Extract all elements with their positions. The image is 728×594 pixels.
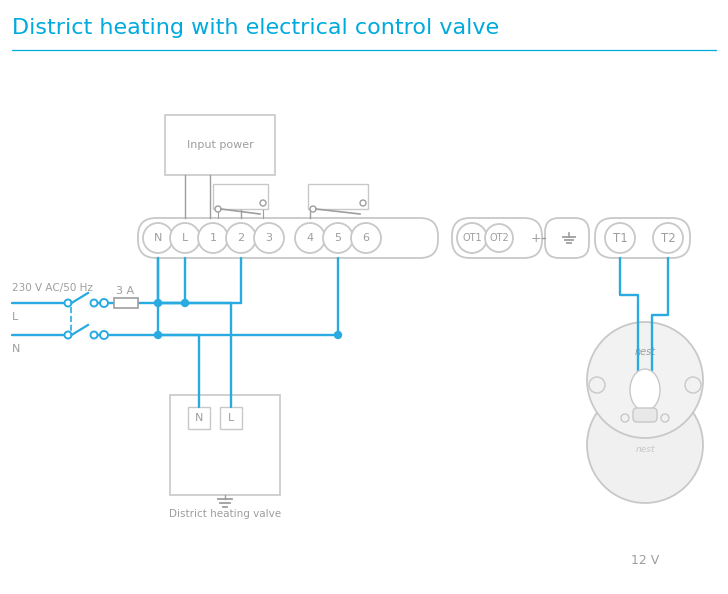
Text: nest: nest [636, 446, 654, 454]
FancyBboxPatch shape [138, 218, 438, 258]
Text: 230 V AC/50 Hz: 230 V AC/50 Hz [12, 283, 93, 293]
Circle shape [154, 331, 162, 339]
Circle shape [351, 223, 381, 253]
Bar [308, 184, 368, 209]
Text: L: L [228, 413, 234, 423]
Circle shape [589, 377, 605, 393]
Text: T1: T1 [613, 232, 628, 245]
FancyBboxPatch shape [595, 218, 690, 258]
Circle shape [90, 331, 98, 339]
Bar [170, 395, 280, 495]
Circle shape [661, 414, 669, 422]
Circle shape [457, 223, 487, 253]
Ellipse shape [630, 369, 660, 411]
Text: nest: nest [634, 347, 655, 357]
FancyBboxPatch shape [452, 218, 542, 258]
Circle shape [685, 377, 701, 393]
Circle shape [90, 299, 98, 307]
Text: 12 V: 12 V [631, 554, 659, 567]
Text: N: N [12, 344, 20, 354]
Text: 4: 4 [306, 233, 314, 243]
Text: OT2: OT2 [489, 233, 509, 243]
Circle shape [621, 414, 629, 422]
Text: District heating valve: District heating valve [169, 509, 281, 519]
Bar [188, 407, 210, 429]
Circle shape [100, 331, 108, 339]
Text: 2: 2 [237, 233, 245, 243]
Text: N: N [195, 413, 203, 423]
Text: +: + [531, 232, 541, 245]
Circle shape [65, 331, 71, 339]
Circle shape [254, 223, 284, 253]
Text: 1: 1 [210, 233, 216, 243]
Circle shape [310, 206, 316, 212]
Text: 6: 6 [363, 233, 370, 243]
Circle shape [181, 299, 189, 307]
Circle shape [360, 200, 366, 206]
Circle shape [154, 299, 162, 307]
Circle shape [587, 322, 703, 438]
Text: L: L [182, 233, 188, 243]
Text: District heating with electrical control valve: District heating with electrical control… [12, 18, 499, 38]
Text: T2: T2 [660, 232, 676, 245]
Circle shape [587, 387, 703, 503]
Circle shape [170, 223, 200, 253]
Circle shape [260, 200, 266, 206]
Bar [114, 298, 138, 308]
Circle shape [215, 206, 221, 212]
Text: L: L [12, 312, 18, 322]
Bar [165, 115, 275, 175]
Text: 3 A: 3 A [116, 286, 134, 296]
Circle shape [198, 223, 228, 253]
FancyBboxPatch shape [545, 218, 589, 258]
Circle shape [334, 331, 341, 339]
Circle shape [653, 223, 683, 253]
Circle shape [100, 299, 108, 307]
Text: OT1: OT1 [462, 233, 482, 243]
FancyBboxPatch shape [633, 408, 657, 422]
Text: Input power: Input power [186, 140, 253, 150]
Circle shape [226, 223, 256, 253]
Circle shape [295, 223, 325, 253]
Circle shape [143, 223, 173, 253]
Circle shape [323, 223, 353, 253]
Circle shape [485, 224, 513, 252]
Circle shape [65, 299, 71, 307]
Bar [220, 407, 242, 429]
Text: N: N [154, 233, 162, 243]
Bar [213, 184, 268, 209]
Text: 5: 5 [334, 233, 341, 243]
Text: 3: 3 [266, 233, 272, 243]
Circle shape [605, 223, 635, 253]
